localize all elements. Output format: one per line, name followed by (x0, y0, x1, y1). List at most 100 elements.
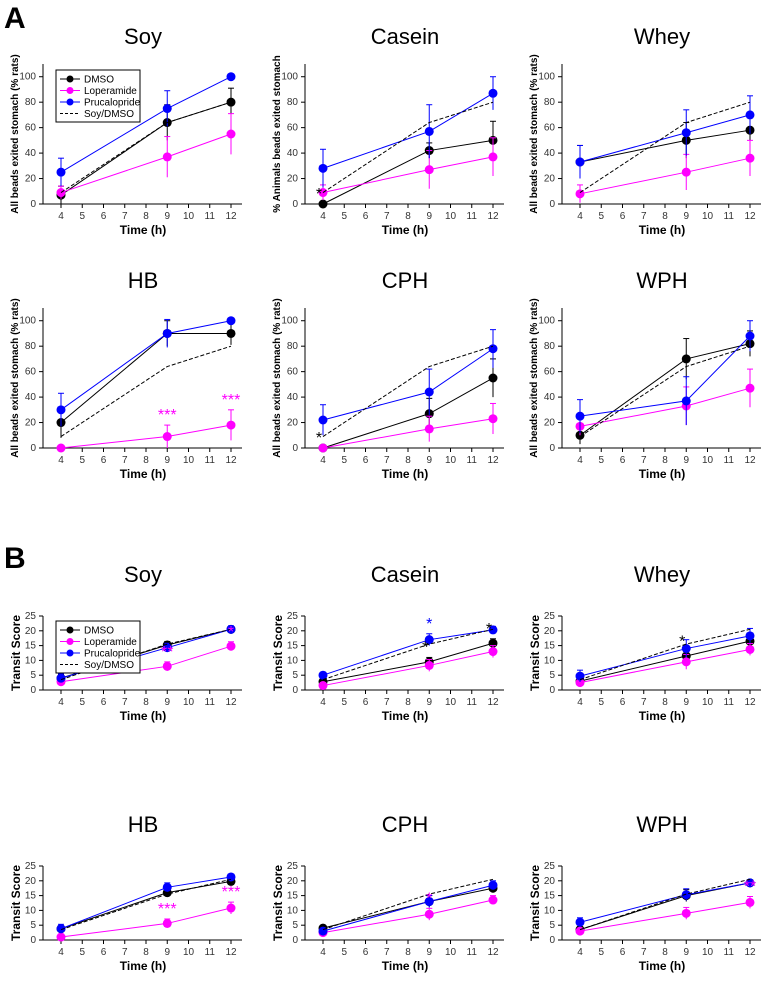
x-tick-label: 12 (744, 455, 756, 466)
x-tick-label: 4 (320, 947, 326, 958)
data-point-prucalopride (488, 625, 498, 635)
x-tick-label: 12 (225, 455, 237, 466)
y-tick-label: 5 (549, 670, 555, 681)
legend-swatch-marker (66, 649, 74, 657)
x-tick-label: 9 (426, 211, 432, 222)
y-tick-label: 0 (292, 685, 298, 696)
y-tick-label: 0 (30, 443, 36, 454)
y-tick-label: 60 (25, 123, 37, 134)
x-tick-label: 7 (122, 697, 128, 708)
x-tick-label: 6 (363, 947, 369, 958)
x-axis-label: Time (h) (639, 223, 685, 237)
data-point-loperamide (424, 660, 434, 670)
data-point-prucalopride (575, 157, 585, 167)
panel-title: WPH (636, 268, 687, 293)
panel-title: Soy (124, 24, 162, 49)
panel-title: HB (128, 268, 159, 293)
series-line-loperamide (579, 901, 751, 932)
legend-entry: DMSO (84, 626, 114, 637)
y-tick-label: 15 (544, 641, 556, 652)
x-tick-label: 11 (467, 697, 478, 708)
x-tick-label: 6 (620, 697, 626, 708)
y-tick-label: 20 (25, 418, 37, 429)
x-tick-label: 5 (79, 455, 85, 466)
x-tick-label: 10 (183, 455, 195, 466)
data-point-loperamide (162, 432, 172, 442)
x-tick-label: 12 (744, 211, 756, 222)
legend-entry: Loperamide (84, 86, 137, 97)
x-tick-label: 6 (363, 697, 369, 708)
series-line-prucalopride (322, 629, 494, 676)
x-tick-label: 4 (58, 697, 64, 708)
panel-a-cph: CPH 0 20 40 60 80 100 4 5 6 7 8 9 10 11 12 Time (h) All b… (272, 268, 504, 481)
x-tick-label: 5 (79, 947, 85, 958)
panel-title: CPH (382, 812, 428, 837)
x-tick-label: 11 (724, 455, 735, 466)
x-tick-label: 6 (620, 947, 626, 958)
y-tick-label: 20 (25, 174, 37, 185)
panel-b-soy: Soy 0 5 10 15 20 25 4 5 6 7 8 9 10 11 12 Time (h) Transit… (9, 562, 242, 723)
x-axis-label: Time (h) (120, 223, 166, 237)
data-point-prucalopride (488, 88, 498, 98)
panel-b-wph: WPH 0 5 10 15 20 25 4 5 6 7 8 9 10 11 12 Time (h) Transit… (528, 812, 761, 973)
data-point-loperamide (318, 681, 328, 691)
x-axis-label: Time (h) (382, 467, 428, 481)
data-point-prucalopride (424, 635, 434, 645)
series-line-soy-dmso (579, 878, 751, 931)
x-tick-label: 5 (341, 947, 347, 958)
y-axis-label: All beads exited stomach (% rats) (10, 298, 21, 458)
y-tick-label: 25 (544, 611, 556, 622)
series-line-loperamide (60, 424, 232, 449)
data-point-dmso (318, 199, 328, 209)
y-tick-label: 10 (544, 655, 556, 666)
data-point-prucalopride (318, 163, 328, 173)
x-tick-label: 11 (724, 947, 735, 958)
series-line-soy-dmso (579, 101, 751, 193)
y-axis-label: All beads exited stomach (% rats) (272, 298, 283, 458)
x-tick-label: 9 (164, 947, 170, 958)
x-tick-label: 6 (101, 947, 107, 958)
y-axis-label: Transit Score (271, 615, 285, 691)
x-tick-label: 8 (405, 455, 411, 466)
panel-b-hb: HB 0 5 10 15 20 25 4 5 6 7 8 9 10 11 12 Time (h) Transit … (9, 812, 242, 973)
significance-marker: ** (161, 644, 173, 661)
x-tick-label: 9 (426, 697, 432, 708)
x-tick-label: 5 (598, 697, 604, 708)
significance-marker: *** (158, 901, 177, 918)
y-tick-label: 0 (30, 199, 36, 210)
x-tick-label: 11 (724, 697, 735, 708)
x-tick-label: 8 (143, 697, 149, 708)
significance-marker: *** (222, 884, 241, 901)
panel-a-whey: Whey 0 20 40 60 80 100 4 5 6 7 8 9 10 11 12 Time (h) All … (529, 24, 761, 237)
y-tick-label: 0 (549, 443, 555, 454)
significance-marker: * (422, 639, 428, 656)
series-line-loperamide (322, 156, 494, 194)
y-tick-label: 15 (287, 891, 299, 902)
x-axis-label: Time (h) (382, 223, 428, 237)
y-tick-label: 10 (544, 905, 556, 916)
y-tick-label: 40 (544, 148, 556, 159)
significance-marker: * (228, 624, 234, 641)
x-tick-label: 8 (405, 697, 411, 708)
data-point-prucalopride (745, 331, 755, 341)
data-point-prucalopride (745, 631, 755, 641)
y-axis-label: Transit Score (528, 865, 542, 941)
data-point-prucalopride (424, 897, 434, 907)
significance-marker: * (316, 186, 322, 203)
data-point-loperamide (162, 152, 172, 162)
panel-title: HB (128, 812, 159, 837)
x-tick-label: 12 (487, 455, 499, 466)
legend-swatch-marker (66, 98, 74, 106)
significance-marker: * (426, 890, 432, 907)
y-tick-label: 20 (544, 876, 556, 887)
y-axis-label: All beads exited stomach (% rats) (529, 298, 540, 458)
x-tick-label: 8 (405, 211, 411, 222)
section-label-a: A (4, 2, 26, 35)
x-tick-label: 10 (445, 455, 457, 466)
x-tick-label: 8 (662, 947, 668, 958)
panel-a-wph: WPH 0 20 40 60 80 100 4 5 6 7 8 9 10 11 12 Time (h) All b… (529, 268, 761, 481)
x-tick-label: 11 (467, 455, 478, 466)
data-point-loperamide (318, 443, 328, 453)
